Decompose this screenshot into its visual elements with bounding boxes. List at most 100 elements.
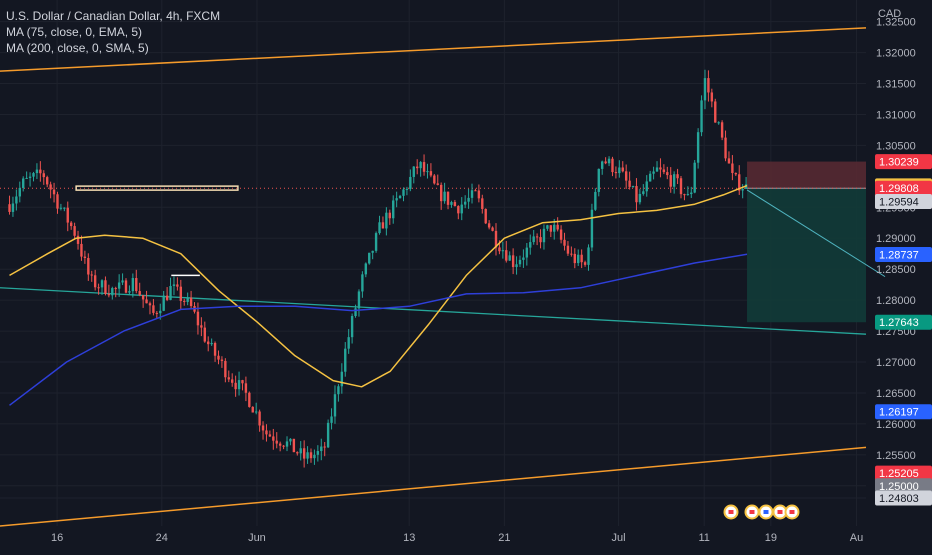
candle-body <box>604 161 607 164</box>
candle-body <box>532 236 535 243</box>
y-tick-label: 1.26000 <box>876 419 916 431</box>
price-tags: 1.302391.298471.2980801:13:211.295941.28… <box>875 154 932 506</box>
candle-body <box>56 194 59 209</box>
candle-body <box>525 247 529 258</box>
candle-body <box>700 100 703 133</box>
candle-body <box>618 167 621 174</box>
candle-body <box>313 454 316 459</box>
candle-body <box>741 188 744 191</box>
y-tick-label: 1.31000 <box>876 109 916 121</box>
event-flag-icon <box>777 510 783 514</box>
time-axis[interactable]: 16 24 Jun 13 21 Jul 11 19 Au <box>51 532 863 544</box>
candle-body <box>546 225 549 229</box>
candle-body <box>124 280 128 293</box>
candle-body <box>388 212 391 219</box>
resistance-box <box>75 185 239 191</box>
y-tick-label: 1.25500 <box>876 450 916 462</box>
candle-body <box>176 284 179 287</box>
candle-body <box>392 200 395 219</box>
candle-body <box>73 226 76 236</box>
candle-body <box>409 176 412 189</box>
candle-body <box>631 186 635 188</box>
candle-body <box>152 305 155 313</box>
x-tick-label: 16 <box>51 532 63 544</box>
candle-body <box>556 224 559 230</box>
candle-body <box>28 176 32 178</box>
candle-body <box>707 78 710 93</box>
symbol-title[interactable]: U.S. Dollar / Canadian Dollar, 4h, FXCM <box>6 9 221 23</box>
ema-legend[interactable]: MA (75, close, 0, EMA, 5) <box>6 25 143 39</box>
chart-legend: U.S. Dollar / Canadian Dollar, 4h, FXCM … <box>6 8 220 56</box>
y-tick-label: 1.32500 <box>876 17 916 29</box>
candle-body <box>638 193 642 203</box>
candle-body <box>309 452 313 459</box>
candle-body <box>39 169 42 174</box>
candle-body <box>549 225 553 232</box>
candle-body <box>522 257 525 260</box>
price-tag-value: 1.25000 <box>879 481 919 493</box>
price-tag-value: 1.25205 <box>879 468 919 480</box>
candle-body <box>344 348 347 372</box>
event-flag-icon <box>763 510 769 514</box>
candle-body <box>272 436 275 441</box>
candle-body <box>450 202 453 205</box>
candle-body <box>80 243 83 257</box>
candle-body <box>720 122 724 138</box>
candle-body <box>419 162 422 169</box>
candle-body <box>542 228 546 243</box>
candle-body <box>93 275 97 288</box>
candle-body <box>100 280 104 288</box>
x-tick-label: 19 <box>765 532 777 544</box>
price-tag-bg <box>875 247 932 263</box>
price-tag-bg <box>875 314 932 330</box>
candle-body <box>511 255 515 268</box>
candle-body <box>117 282 121 289</box>
annotations <box>75 185 886 278</box>
position-zones <box>747 161 866 323</box>
candle-body <box>539 237 542 243</box>
candle-body <box>508 255 511 261</box>
candle-body <box>350 316 354 338</box>
candle-body <box>330 416 333 423</box>
candle-body <box>59 207 63 209</box>
candle-body <box>261 425 265 431</box>
candle-body <box>601 161 604 169</box>
candle-body <box>587 247 590 265</box>
channel-lower-line <box>0 446 867 527</box>
candle-body <box>727 158 731 164</box>
candle-body <box>515 264 518 268</box>
candle-body <box>159 310 162 314</box>
candle-body <box>107 293 111 296</box>
candle-body <box>614 172 618 174</box>
x-tick-label: 13 <box>403 532 415 544</box>
event-flag-icon <box>728 510 734 514</box>
candle-body <box>439 184 443 202</box>
candle-body <box>693 162 696 193</box>
candle-body <box>731 163 734 174</box>
channel-upper-line <box>0 27 867 72</box>
candle-body <box>696 132 700 163</box>
candle-body <box>52 189 56 195</box>
candle-body <box>487 223 491 228</box>
price-tag-value: 1.27643 <box>879 317 919 329</box>
candle-body <box>690 192 693 195</box>
candle-body <box>104 280 107 294</box>
candle-body <box>292 438 296 453</box>
sma-legend[interactable]: MA (200, close, 0, SMA, 5) <box>6 41 149 55</box>
candle-body <box>213 342 217 356</box>
price-tag-value: 1.29808 <box>879 183 919 195</box>
price-tag: 1.29594 <box>875 193 932 209</box>
candle-body <box>333 394 337 417</box>
candle-body <box>169 285 172 300</box>
x-tick-label: Jun <box>248 532 266 544</box>
y-tick-label: 1.30500 <box>876 140 916 152</box>
candle-body <box>529 242 532 248</box>
candle-body <box>69 222 73 227</box>
candle-body <box>299 448 302 454</box>
event-flags[interactable] <box>723 504 800 520</box>
forecast-line <box>746 189 886 278</box>
stop-loss-zone <box>747 161 866 189</box>
event-flag <box>744 504 760 520</box>
